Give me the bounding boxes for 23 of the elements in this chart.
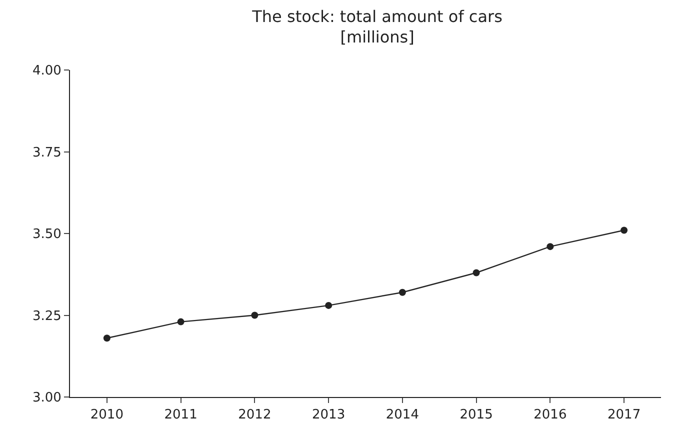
point — [620, 226, 628, 234]
point — [546, 243, 554, 250]
x-tick-label: 2013 — [312, 408, 346, 423]
x-tick-label: 2010 — [90, 408, 124, 423]
x-tick-label: 2014 — [386, 408, 419, 423]
point — [472, 269, 480, 276]
y-tick-label: 3.50 — [32, 227, 62, 242]
y-tick-label: 3.25 — [32, 308, 62, 324]
point — [251, 312, 258, 319]
x-tick-label: 2015 — [460, 408, 493, 423]
chart-title: The stock: total amount of cars — [251, 6, 502, 26]
point — [177, 318, 184, 326]
x-tick-label: 2017 — [608, 408, 641, 423]
x-tick-label: 2016 — [534, 408, 567, 423]
y-tick-label: 3.75 — [32, 145, 62, 160]
x-tick-label: 2012 — [238, 408, 272, 423]
y-tick-label: 4.00 — [32, 64, 62, 79]
x-tick-label: 2011 — [164, 408, 198, 423]
point — [103, 334, 110, 342]
point — [325, 302, 332, 309]
y-tick-label: 3.00 — [32, 390, 62, 406]
point — [398, 288, 406, 296]
chart-subtitle: [millions] — [340, 28, 414, 47]
